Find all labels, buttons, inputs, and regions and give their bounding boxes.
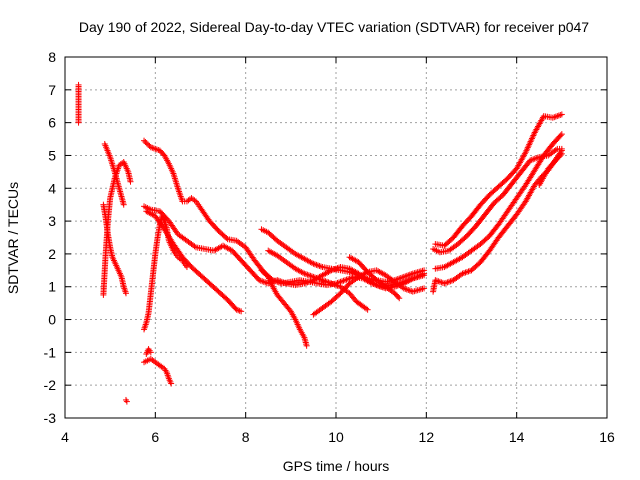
- data-point: [173, 229, 180, 236]
- data-point: [75, 119, 82, 126]
- x-tick-label: 10: [328, 429, 344, 445]
- y-tick-label: 5: [48, 147, 56, 163]
- y-tick-label: -1: [44, 344, 57, 360]
- y-tick-label: 1: [48, 279, 56, 295]
- grid-lines: [65, 57, 607, 418]
- data-point: [259, 268, 266, 275]
- data-point: [143, 140, 150, 147]
- data-point: [421, 285, 428, 292]
- y-tick-label: 4: [48, 180, 56, 196]
- data-point: [286, 306, 293, 313]
- data-point: [123, 398, 130, 405]
- data-point: [120, 201, 127, 208]
- data-point: [557, 132, 564, 139]
- chart-title: Day 190 of 2022, Sidereal Day-to-day VTE…: [79, 19, 589, 35]
- x-axis-label: GPS time / hours: [283, 458, 390, 474]
- data-point: [539, 114, 546, 121]
- y-axis-label: SDTVAR / TECUs: [5, 182, 21, 294]
- data-point: [127, 178, 134, 185]
- y-tick-label: -2: [44, 377, 57, 393]
- data-point: [142, 138, 149, 145]
- data-point: [145, 141, 152, 148]
- y-tick-label: -3: [44, 410, 57, 426]
- x-tick-label: 14: [509, 429, 525, 445]
- data-point: [122, 290, 129, 297]
- data-point: [558, 150, 565, 157]
- data-point: [364, 306, 371, 313]
- data-point: [261, 269, 268, 276]
- data-point: [395, 293, 402, 300]
- data-point: [168, 380, 175, 387]
- data-point: [303, 342, 310, 349]
- axis-ticks: [64, 56, 608, 419]
- data-point: [521, 150, 528, 157]
- x-tick-label: 8: [242, 429, 250, 445]
- x-tick-label: 16: [599, 429, 615, 445]
- data-point: [258, 267, 265, 274]
- y-tick-label: 6: [48, 115, 56, 131]
- data-point: [396, 295, 403, 302]
- data-point: [147, 349, 154, 356]
- x-tick-label: 6: [151, 429, 159, 445]
- y-tick-label: 3: [48, 213, 56, 229]
- y-tick-label: 2: [48, 246, 56, 262]
- data-point: [421, 267, 428, 274]
- x-tick-label: 4: [61, 429, 69, 445]
- x-tick-label: 12: [419, 429, 435, 445]
- data-point: [262, 271, 269, 278]
- y-tick-label: 7: [48, 82, 56, 98]
- y-tick-label: 8: [48, 49, 56, 65]
- data-point: [558, 111, 565, 118]
- y-tick-label: 0: [48, 312, 56, 328]
- data-point: [558, 131, 565, 138]
- data-point: [238, 308, 245, 315]
- data-point: [141, 137, 148, 144]
- data-point: [557, 152, 564, 159]
- y-tick-labels: -3 -2 -1 0 1 2 3 4 5 6 7 8: [44, 49, 57, 426]
- data-point: [223, 234, 230, 241]
- x-tick-labels: 4 6 8 10 12 14 16: [61, 429, 615, 445]
- data-points: [75, 81, 565, 405]
